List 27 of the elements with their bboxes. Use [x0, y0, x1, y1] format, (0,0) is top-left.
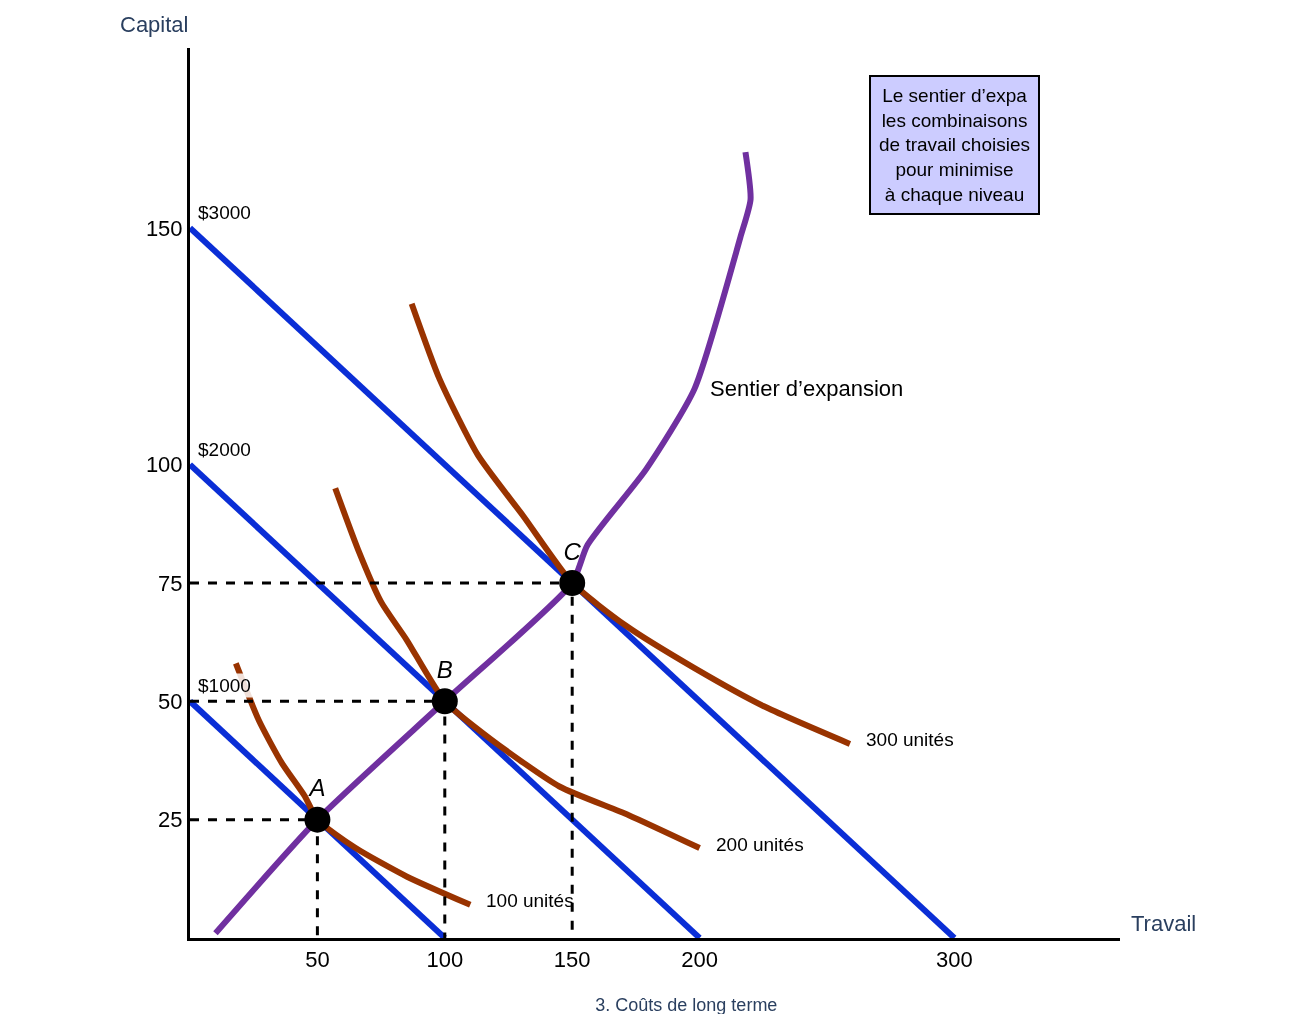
- y-tick-label: 100: [145, 452, 183, 478]
- data-label: C: [563, 537, 582, 565]
- series-label: 200 unités: [716, 834, 804, 855]
- y-tick-label: 25: [158, 807, 183, 833]
- x-tick-label: 100: [426, 947, 464, 973]
- point: [304, 806, 331, 833]
- x-axis-title: Travail: [1131, 911, 1197, 936]
- x-tick-label: 200: [681, 947, 718, 973]
- data-label: B: [436, 656, 453, 684]
- y-axis-title: Capital: [120, 12, 189, 37]
- point: [431, 688, 458, 715]
- x-tick-label: 150: [553, 947, 591, 973]
- data-label: A: [307, 774, 326, 802]
- y-tick-label: 75: [158, 570, 183, 596]
- y-tick-label: 150: [145, 215, 183, 241]
- series-label: Sentier d’expansion: [710, 376, 904, 401]
- series-label: 100 unités: [486, 890, 574, 911]
- series-label: $1000: [198, 675, 251, 696]
- y-tick-label: 50: [158, 689, 183, 714]
- x-tick-label: 300: [936, 947, 973, 973]
- series-label: $2000: [198, 439, 251, 460]
- series-label: $3000: [198, 202, 251, 223]
- point: [559, 569, 586, 596]
- text: 3. Coûts de long terme: [595, 994, 778, 1014]
- x-tick-label: 50: [305, 947, 330, 973]
- annotation: Le sentier d’expa les combinaisons de travail choisies pour minimise à chaque niveau: [879, 85, 1031, 205]
- series-label: 300 unités: [866, 729, 954, 750]
